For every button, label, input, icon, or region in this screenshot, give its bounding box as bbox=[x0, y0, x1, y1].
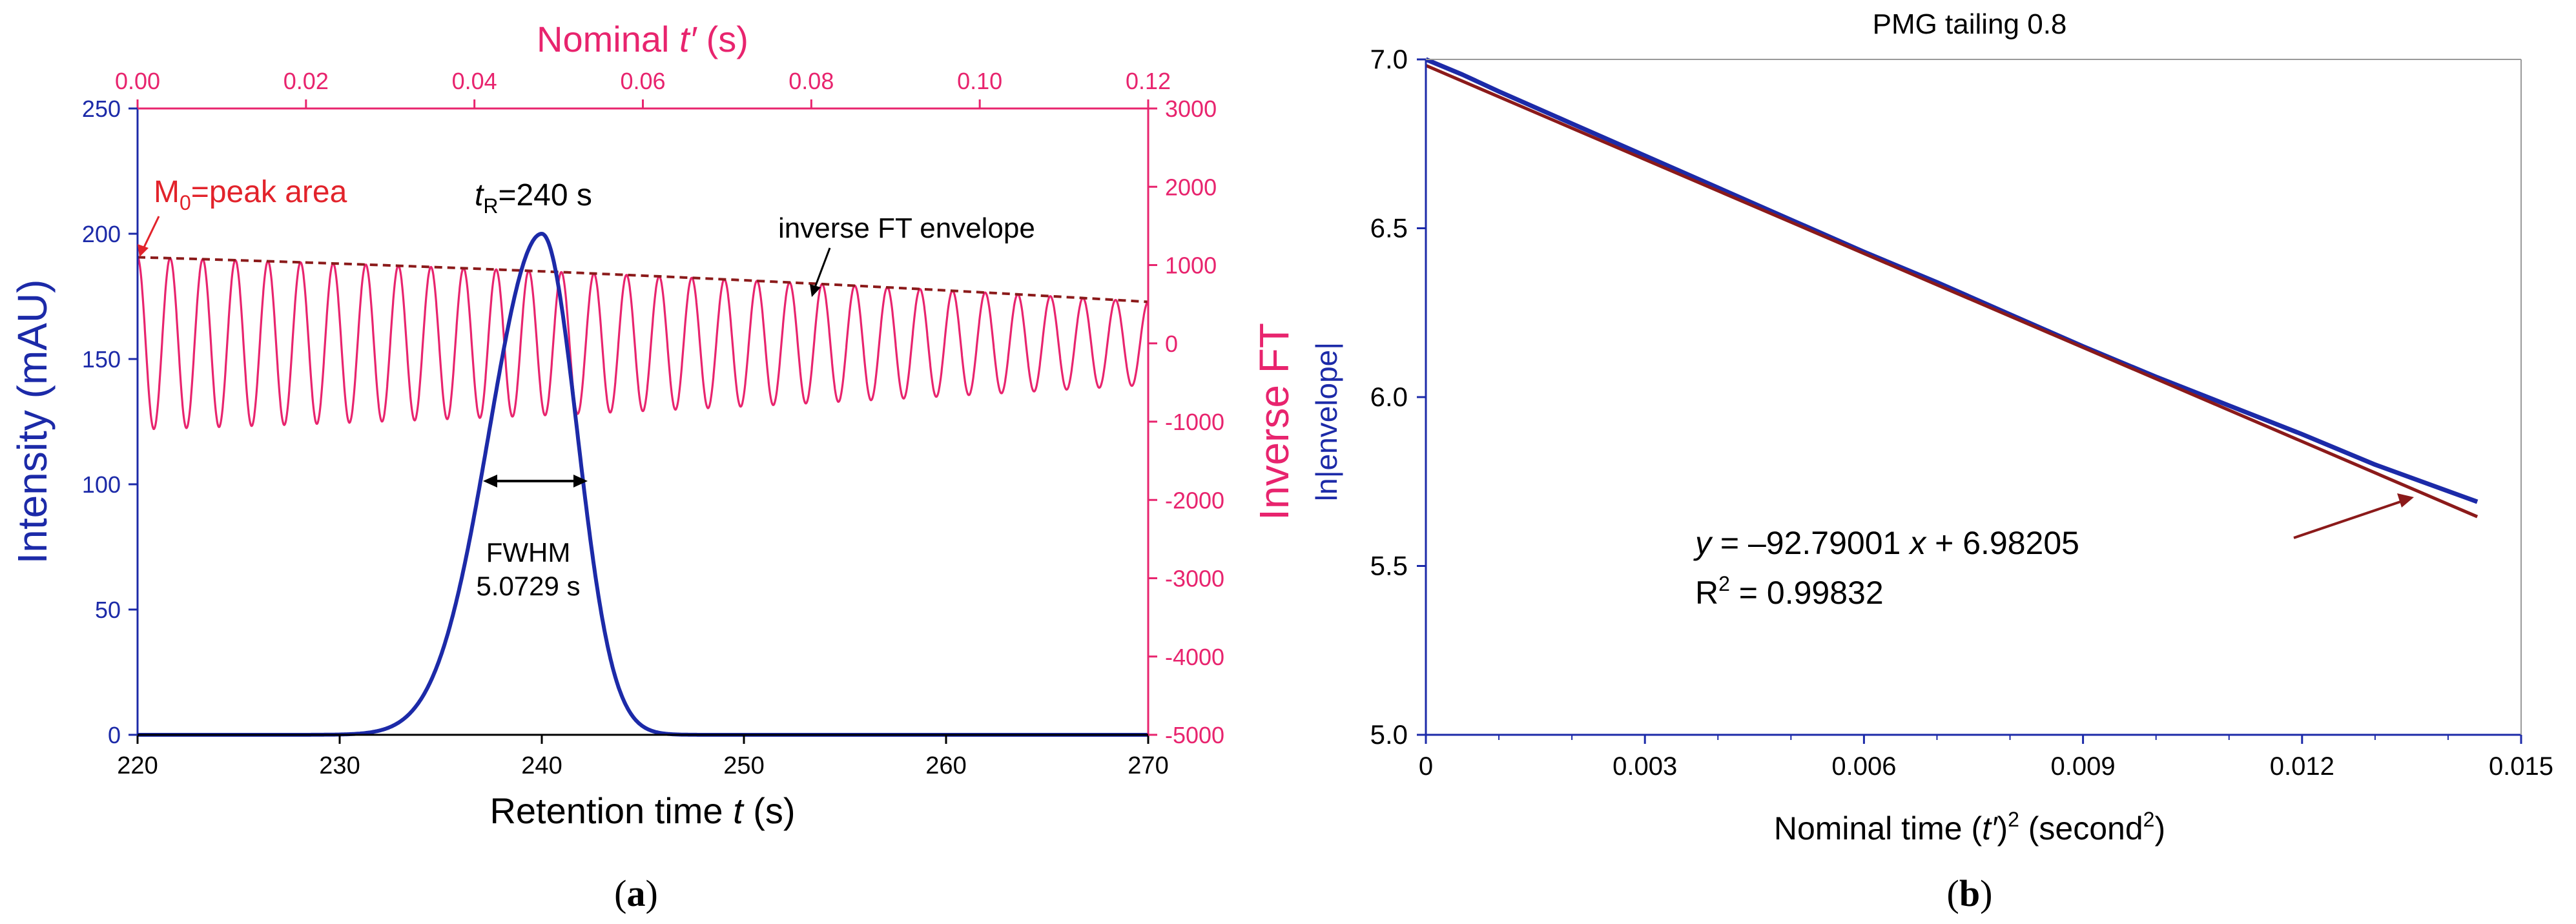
a-top-tick-label: 0.06 bbox=[620, 68, 665, 94]
a-inverse-ft-series bbox=[137, 256, 1149, 431]
b-y-tick-label: 7.0 bbox=[1370, 44, 1408, 74]
b-y-axis-title: ln|envelope| bbox=[1310, 342, 1343, 501]
a-right-tick-label: -1000 bbox=[1165, 409, 1224, 435]
a-x-tick-label: 230 bbox=[319, 752, 360, 779]
b-x-tick-label: 0.015 bbox=[2489, 752, 2553, 781]
b-x-axis-title: Nominal time (t′)2 (second2) bbox=[1774, 808, 2165, 847]
a-envelope-arrow bbox=[814, 247, 831, 288]
a-top-tick-label: 0.00 bbox=[115, 68, 160, 94]
a-fwhm-value: 5.0729 s bbox=[476, 571, 580, 601]
b-panel-label: (b) bbox=[1947, 872, 1993, 914]
a-fwhm-left-arrowhead bbox=[483, 475, 497, 488]
a-envelope-label: inverse FT envelope bbox=[778, 212, 1035, 244]
a-top-tick-label: 0.10 bbox=[957, 68, 1002, 94]
a-panel-label: (a) bbox=[614, 872, 658, 914]
a-top-tick-label: 0.12 bbox=[1126, 68, 1171, 94]
b-fit-arrow bbox=[2293, 500, 2403, 539]
b-equation: y = –92.79001 x + 6.98205 bbox=[1693, 525, 2079, 561]
a-fwhm-label: FWHM bbox=[486, 537, 571, 568]
a-left-tick-label: 150 bbox=[82, 346, 121, 373]
b-x-tick-label: 0.006 bbox=[1831, 752, 1896, 781]
a-left-tick-label: 50 bbox=[95, 597, 121, 623]
a-envelope-arrowhead bbox=[810, 284, 821, 297]
a-x-tick-label: 220 bbox=[117, 752, 158, 779]
a-m0-label: M0=peak area bbox=[154, 175, 347, 214]
a-right-tick-label: 2000 bbox=[1165, 174, 1217, 200]
a-right-tick-label: 1000 bbox=[1165, 252, 1217, 279]
a-top-tick-label: 0.02 bbox=[283, 68, 329, 94]
b-x-tick-label: 0.009 bbox=[2051, 752, 2116, 781]
b-y-tick-label: 6.5 bbox=[1370, 213, 1408, 243]
b-envelope-series bbox=[1425, 57, 2478, 504]
a-m0-arrowhead bbox=[138, 244, 149, 257]
chart-a: 220 230 240 250 260 270 0.00 0.02 0.04 0.06 0.08 0.… bbox=[9, 19, 1297, 914]
a-fwhm-right-arrowhead bbox=[573, 475, 588, 488]
a-left-tick-label: 200 bbox=[82, 221, 121, 247]
b-x-tick-label: 0 bbox=[1419, 752, 1433, 781]
a-top-tick-label: 0.08 bbox=[788, 68, 834, 94]
b-x-tick-label: 0.012 bbox=[2270, 752, 2334, 781]
a-left-tick-label: 250 bbox=[82, 96, 121, 122]
a-x-tick-label: 260 bbox=[925, 752, 966, 779]
a-right-tick-label: 0 bbox=[1165, 331, 1178, 357]
b-y-tick-label: 6.0 bbox=[1370, 382, 1408, 412]
b-r2: R2 = 0.99832 bbox=[1695, 572, 1884, 611]
a-m0-arrow bbox=[142, 216, 160, 249]
a-tr-label: tR=240 s bbox=[475, 178, 592, 218]
b-fit-line bbox=[1425, 64, 2478, 518]
a-right-tick-label: -2000 bbox=[1165, 487, 1224, 513]
a-top-tick-label: 0.04 bbox=[452, 68, 497, 94]
b-title: PMG tailing 0.8 bbox=[1873, 8, 2067, 40]
a-x-axis-title: Retention time t (s) bbox=[489, 790, 795, 831]
b-x-tick-label: 0.003 bbox=[1613, 752, 1677, 781]
b-y-tick-label: 5.0 bbox=[1370, 719, 1408, 750]
a-envelope-series bbox=[137, 256, 1149, 303]
b-y-tick-label: 5.5 bbox=[1370, 551, 1408, 581]
chart-b: 0 0.003 0.006 0.009 0.012 0.015 5.0 5.5 6.0 6.5 7.… bbox=[1310, 8, 2553, 914]
a-x-tick-label: 240 bbox=[521, 752, 562, 779]
b-fit-arrowhead bbox=[2397, 493, 2414, 508]
a-left-tick-label: 0 bbox=[108, 722, 121, 748]
a-top-axis-title: Nominal t′ (s) bbox=[537, 19, 748, 59]
a-right-tick-label: -4000 bbox=[1165, 644, 1224, 670]
a-right-tick-label: -5000 bbox=[1165, 722, 1224, 748]
a-x-tick-label: 270 bbox=[1128, 752, 1168, 779]
a-left-axis-title: Intensity (mAU) bbox=[9, 280, 56, 564]
a-right-tick-label: -3000 bbox=[1165, 566, 1224, 592]
a-right-tick-label: 3000 bbox=[1165, 96, 1217, 122]
a-left-tick-label: 100 bbox=[82, 471, 121, 498]
a-x-tick-label: 250 bbox=[723, 752, 764, 779]
a-right-axis-title: Inverse FT bbox=[1251, 323, 1297, 520]
